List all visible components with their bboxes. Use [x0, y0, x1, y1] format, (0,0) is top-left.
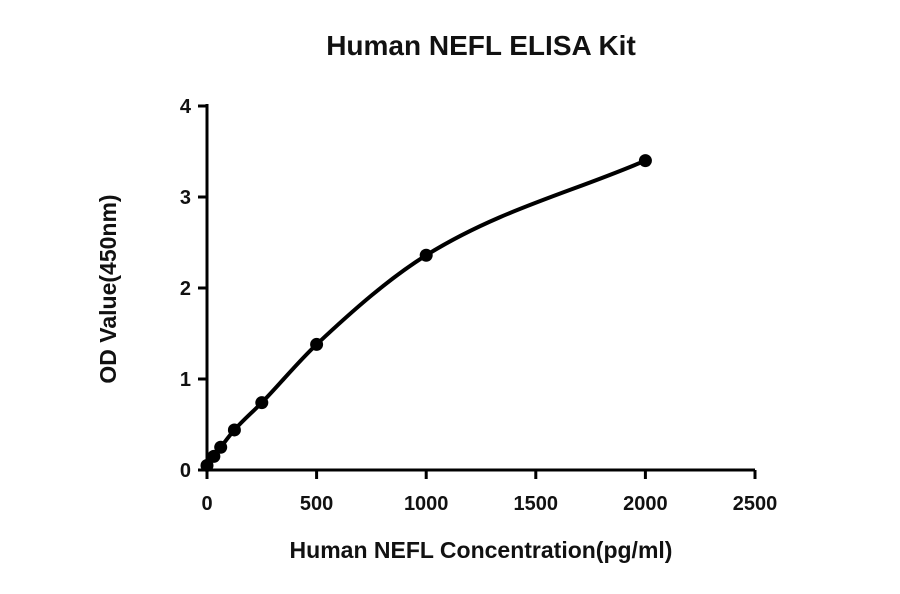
x-ticks: 0 500 1000 1500 2000 2500: [201, 470, 777, 515]
y-axis-label: OD Value(450nm): [95, 194, 121, 383]
y-tick-label: 1: [180, 369, 191, 391]
data-point: [310, 337, 324, 351]
y-tick-label: 3: [180, 187, 191, 209]
data-point: [214, 440, 228, 454]
y-tick-label: 0: [180, 460, 191, 482]
y-tick-label: 2: [180, 278, 191, 300]
x-tick-label: 0: [201, 493, 212, 515]
axes: [205, 104, 755, 472]
standard-curve-line: [205, 158, 648, 468]
x-axis-label: Human NEFL Concentration(pg/ml): [290, 537, 673, 563]
data-point: [255, 396, 269, 410]
data-points: [200, 154, 652, 472]
x-tick-label: 500: [300, 493, 333, 515]
data-point: [200, 458, 214, 472]
x-tick-label: 1500: [514, 493, 559, 515]
chart-title: Human NEFL ELISA Kit: [326, 30, 636, 61]
y-tick-label: 4: [180, 96, 192, 118]
y-ticks: 0 1 2 3 4: [180, 96, 207, 482]
data-point: [207, 449, 221, 463]
data-point: [638, 154, 652, 168]
data-point: [419, 248, 433, 262]
x-tick-label: 1000: [404, 493, 449, 515]
data-point: [227, 423, 241, 437]
x-tick-label: 2500: [733, 493, 778, 515]
x-tick-label: 2000: [623, 493, 668, 515]
